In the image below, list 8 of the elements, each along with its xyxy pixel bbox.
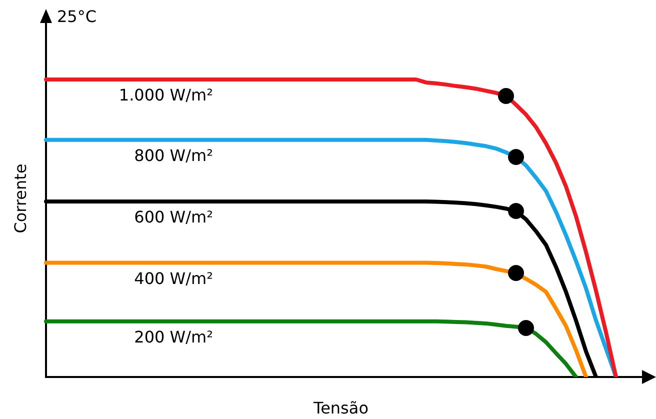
series-label: 200 W/m² <box>134 328 213 347</box>
series-label: 800 W/m² <box>134 146 213 166</box>
y-axis-title: Corrente <box>10 164 30 234</box>
series-label: 1.000 W/m² <box>118 86 213 105</box>
x-axis-title: Tensão <box>312 398 368 418</box>
series-label: 400 W/m² <box>134 268 213 288</box>
series-label: 600 W/m² <box>134 208 213 227</box>
text: 25°C <box>57 7 97 26</box>
